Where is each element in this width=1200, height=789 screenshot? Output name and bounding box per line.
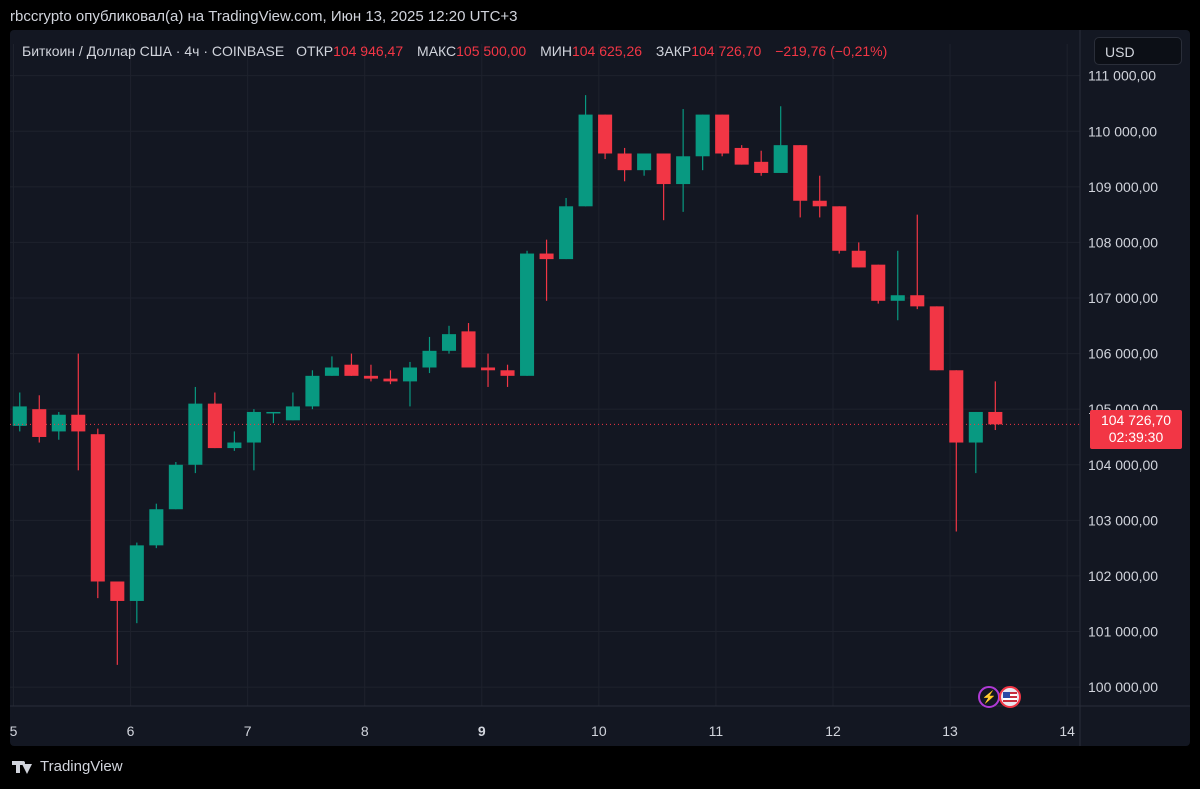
y-tick-label: 108 000,00 — [1088, 234, 1158, 250]
candle-body — [617, 153, 632, 171]
close-value: 104 726,70 — [691, 43, 762, 59]
candle-body — [32, 409, 47, 437]
candle-body — [363, 375, 378, 379]
bar-countdown: 02:39:30 — [1108, 429, 1164, 445]
y-tick-label: 109 000,00 — [1088, 179, 1158, 195]
flash-event-icon[interactable]: ⚡ — [978, 686, 1000, 708]
x-tick-label: 8 — [361, 723, 369, 739]
candle-body — [227, 442, 242, 449]
candle-body — [929, 306, 944, 371]
x-tick-label: 13 — [942, 723, 958, 739]
candle-body — [188, 403, 203, 465]
y-tick-label: 101 000,00 — [1088, 624, 1158, 640]
chart-panel[interactable]: 100 000,00 101 000,00 102 000,00 103 000,00… — [10, 30, 1190, 746]
candle-body — [812, 200, 827, 207]
high-value: 105 500,00 — [456, 43, 527, 59]
candle-body — [656, 153, 671, 185]
candle-body — [110, 581, 125, 601]
candle-body — [832, 206, 847, 251]
candle-body — [676, 156, 691, 185]
tradingview-logo-icon — [12, 759, 34, 775]
x-tick-label: 11 — [709, 723, 724, 739]
candle-body — [461, 331, 476, 368]
open-label: ОТКР — [296, 43, 334, 59]
candle-body — [207, 403, 222, 449]
symbol-name[interactable]: Биткоин / Доллар США · 4ч · COINBASE — [22, 43, 285, 59]
candle-body — [578, 114, 593, 207]
candle-body — [266, 411, 281, 414]
open-value: 104 946,47 — [333, 43, 404, 59]
candle-body — [968, 411, 983, 443]
publish-header: rbccrypto опубликовал(а) на TradingView.… — [10, 8, 518, 25]
x-tick-label: 10 — [591, 723, 607, 739]
candle-body — [12, 406, 27, 426]
candle-body — [168, 464, 183, 510]
y-tick-label: 100 000,00 — [1088, 679, 1158, 695]
candle-body — [129, 545, 144, 601]
candle-body — [90, 434, 105, 582]
candle-body — [246, 411, 261, 443]
y-tick-label: 107 000,00 — [1088, 290, 1158, 306]
candle-body — [324, 367, 339, 376]
events-markers: ⚡ — [978, 686, 1038, 712]
last-price-label: 104 726,70 02:39:30 — [1090, 410, 1182, 449]
x-tick-label: 7 — [244, 723, 252, 739]
candle-body — [520, 253, 535, 376]
candle-body — [285, 406, 300, 421]
candle-body — [793, 145, 808, 201]
close-label: ЗАКР — [655, 43, 692, 59]
change-value: −219,76 (−0,21%) — [775, 43, 888, 59]
last-price-value: 104 726,70 — [1100, 412, 1172, 428]
currency-button[interactable]: USD — [1094, 37, 1182, 65]
candle-body — [637, 153, 652, 171]
candle-body — [871, 264, 886, 301]
candle-body — [715, 114, 730, 154]
low-label: МИН — [540, 43, 572, 59]
symbol-legend: Биткоин / Доллар США · 4ч · COINBASE ОТК… — [22, 43, 897, 59]
x-tick-label: 12 — [825, 723, 841, 739]
candle-body — [890, 295, 905, 301]
x-tick-label: 5 — [10, 723, 18, 739]
x-tick-label: 6 — [127, 723, 135, 739]
candle-body — [949, 370, 964, 443]
y-tick-label: 111 000,00 — [1088, 68, 1156, 84]
y-tick-label: 110 000,00 — [1088, 123, 1157, 139]
y-tick-label: 103 000,00 — [1088, 512, 1158, 528]
candle-body — [422, 350, 437, 368]
y-tick-label: 102 000,00 — [1088, 568, 1158, 584]
x-tick-label: 9 — [478, 723, 486, 739]
candle-body — [695, 114, 710, 157]
candle-body — [754, 161, 769, 173]
candle-body — [51, 414, 66, 432]
candle-body — [773, 145, 788, 173]
candlestick-chart[interactable]: 100 000,00 101 000,00 102 000,00 103 000,00… — [10, 30, 1190, 746]
candle-body — [734, 147, 749, 165]
candle-body — [149, 509, 164, 546]
candle-body — [344, 364, 359, 376]
low-value: 104 625,26 — [571, 43, 643, 59]
candle-body — [441, 334, 457, 351]
candle-body — [910, 295, 925, 307]
candle-body — [383, 378, 398, 382]
x-tick-label: 14 — [1059, 723, 1075, 739]
candle-body — [402, 367, 418, 382]
y-tick-label: 104 000,00 — [1088, 457, 1158, 473]
footer-brand[interactable]: TradingView — [40, 758, 123, 775]
us-flag-event-icon[interactable] — [999, 686, 1021, 708]
footer: TradingView — [12, 758, 123, 775]
candle-body — [539, 253, 554, 260]
candle-body — [481, 367, 496, 371]
y-tick-label: 106 000,00 — [1088, 346, 1158, 362]
candle-body — [559, 206, 574, 260]
candle-body — [305, 375, 320, 407]
candle-body — [851, 250, 866, 268]
candle-body — [500, 370, 515, 376]
candle-body — [71, 414, 86, 432]
candle-body — [988, 411, 1003, 425]
candle-body — [598, 114, 613, 154]
high-label: МАКС — [417, 43, 457, 59]
